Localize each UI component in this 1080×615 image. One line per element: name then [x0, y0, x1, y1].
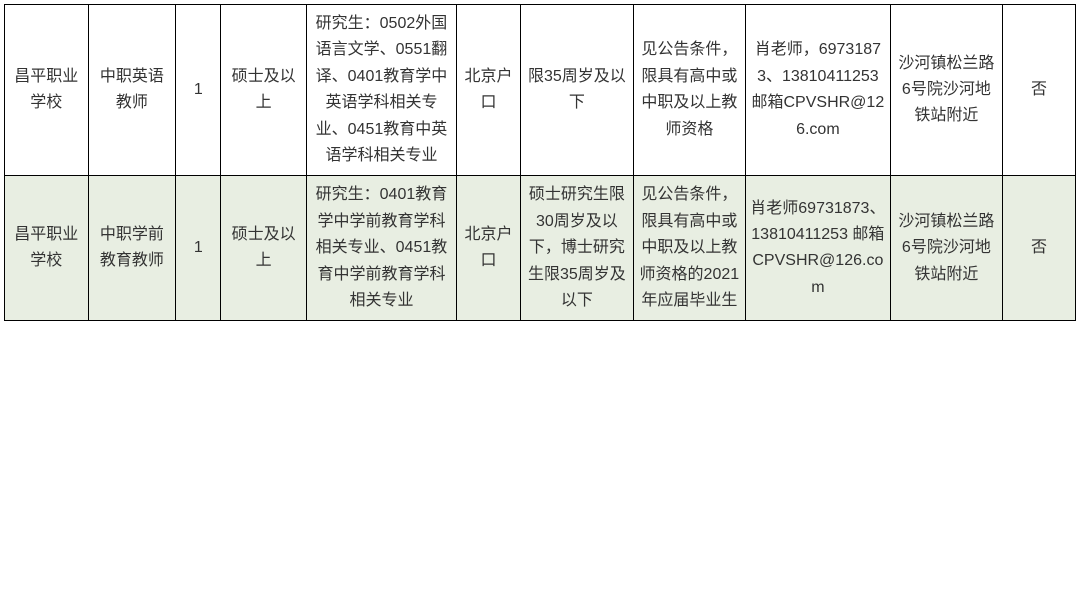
cell-age: 硕士研究生限30周岁及以下，博士研究生限35周岁及以下	[521, 176, 633, 321]
table-row: 昌平职业学校 中职学前教育教师 1 硕士及以上 研究生：0401教育学中学前教育…	[5, 176, 1076, 321]
cell-hukou: 北京户口	[456, 176, 520, 321]
cell-school: 昌平职业学校	[5, 176, 89, 321]
cell-address: 沙河镇松兰路6号院沙河地铁站附近	[890, 176, 1002, 321]
cell-count: 1	[176, 176, 221, 321]
cell-count: 1	[176, 5, 221, 176]
cell-requirement: 见公告条件，限具有高中或中职及以上教师资格的2021年应届毕业生	[633, 176, 745, 321]
cell-address: 沙河镇松兰路6号院沙河地铁站附近	[890, 5, 1002, 176]
cell-age: 限35周岁及以下	[521, 5, 633, 176]
table-row: 昌平职业学校 中职英语教师 1 硕士及以上 研究生：0502外国语言文学、055…	[5, 5, 1076, 176]
cell-contact: 肖老师69731873、13810411253 邮箱CPVSHR@126.com	[746, 176, 891, 321]
cell-position: 中职英语教师	[88, 5, 176, 176]
cell-flag: 否	[1003, 176, 1076, 321]
cell-position: 中职学前教育教师	[88, 176, 176, 321]
cell-requirement: 见公告条件，限具有高中或中职及以上教师资格	[633, 5, 745, 176]
cell-major: 研究生：0502外国语言文学、0551翻译、0401教育学中英语学科相关专业、0…	[306, 5, 456, 176]
recruitment-table: 昌平职业学校 中职英语教师 1 硕士及以上 研究生：0502外国语言文学、055…	[4, 4, 1076, 321]
cell-major: 研究生：0401教育学中学前教育学科相关专业、0451教育中学前教育学科相关专业	[306, 176, 456, 321]
cell-flag: 否	[1003, 5, 1076, 176]
cell-degree: 硕士及以上	[221, 5, 307, 176]
cell-hukou: 北京户口	[456, 5, 520, 176]
cell-contact: 肖老师，69731873、13810411253 邮箱CPVSHR@126.co…	[746, 5, 891, 176]
cell-degree: 硕士及以上	[221, 176, 307, 321]
cell-school: 昌平职业学校	[5, 5, 89, 176]
